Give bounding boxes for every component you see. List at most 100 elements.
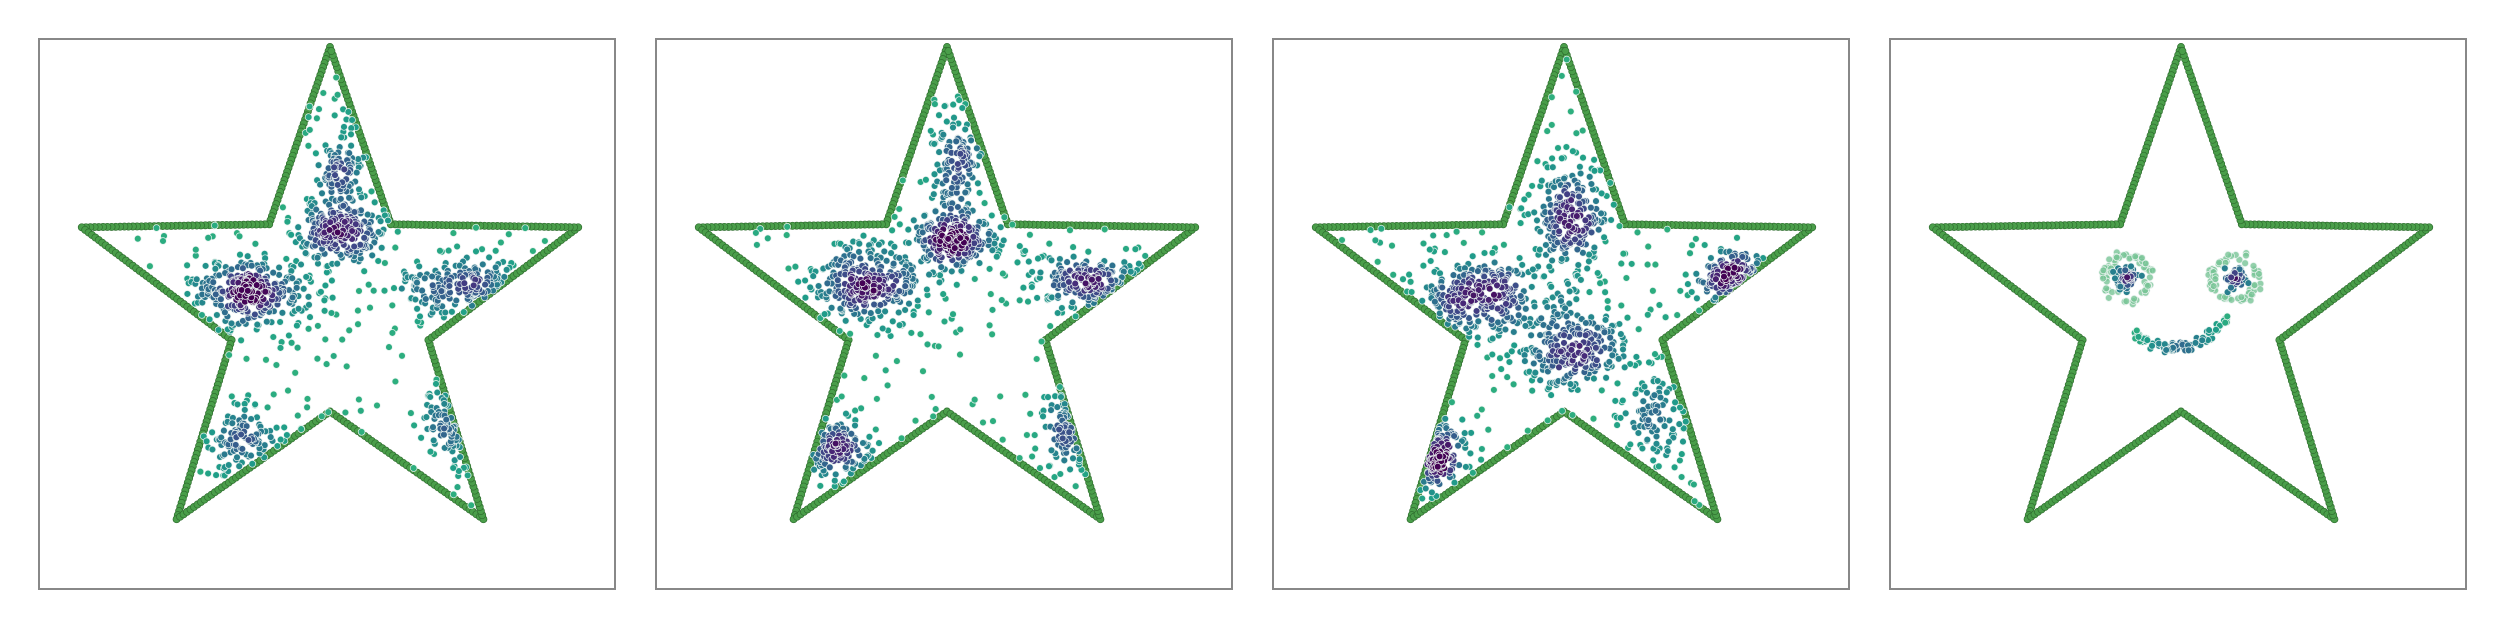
- scatter-point: [1522, 305, 1530, 313]
- scatter-point: [1047, 406, 1055, 414]
- scatter-point: [391, 243, 400, 252]
- scatter-point: [497, 238, 505, 247]
- scatter-point: [263, 403, 272, 412]
- scatter-point: [1033, 294, 1041, 302]
- scatter-point: [1678, 450, 1686, 458]
- scatter-point: [895, 205, 903, 213]
- scatter-point: [1560, 331, 1568, 339]
- scatter-point: [272, 361, 281, 369]
- scatter-point: [1564, 222, 1573, 230]
- scatter-point: [1619, 396, 1627, 405]
- scatter-point: [1484, 296, 1493, 304]
- scatter-point: [1581, 331, 1590, 339]
- scatter-point: [1069, 252, 1078, 261]
- scatter-point: [1633, 228, 1642, 237]
- scatter-point: [417, 434, 425, 442]
- scatter-point: [453, 242, 461, 251]
- scatter-point: [1493, 281, 1501, 290]
- scatter-point: [1497, 365, 1505, 373]
- scatter-point: [1622, 274, 1631, 282]
- scatter-point: [1631, 389, 1640, 398]
- scatter-point: [1639, 397, 1648, 405]
- scatter-point: [339, 202, 348, 210]
- scatter-point: [1643, 260, 1652, 269]
- scatter-point: [1627, 260, 1636, 268]
- scatter-point: [205, 315, 214, 324]
- scatter-point: [1472, 307, 1481, 315]
- scatter-point: [1490, 386, 1498, 394]
- scatter-point: [910, 216, 918, 225]
- scatter-point: [448, 308, 456, 316]
- scatter-point: [1521, 322, 1530, 330]
- scatter-point: [956, 325, 965, 334]
- scatter-point: [350, 242, 358, 251]
- scatter-point: [1585, 257, 1593, 266]
- scatter-point: [998, 435, 1007, 444]
- scatter-point: [794, 277, 802, 286]
- scatter-point: [985, 265, 994, 273]
- scatter-point: [1560, 339, 1568, 347]
- scatter-point: [320, 307, 329, 315]
- scatter-point: [242, 355, 251, 363]
- scatter-point: [1505, 203, 1514, 211]
- scatter-point: [1500, 241, 1508, 249]
- scatter-point: [929, 412, 937, 421]
- scatter-point: [363, 210, 372, 219]
- scatter-point: [872, 352, 880, 360]
- scatter-point: [328, 276, 336, 285]
- scatter-point: [836, 304, 845, 313]
- scatter-point: [1466, 449, 1475, 458]
- scatter-point: [1468, 252, 1477, 260]
- scatter-point: [1053, 403, 1062, 411]
- scatter-point: [297, 425, 305, 433]
- scatter-point: [837, 392, 846, 401]
- scatter-point: [1496, 354, 1504, 362]
- scatter-point: [1566, 380, 1575, 388]
- scatter-point: [1530, 272, 1539, 281]
- scatter-point: [1478, 445, 1486, 453]
- scatter-point: [325, 226, 334, 234]
- scatter-point: [1542, 241, 1550, 249]
- scatter-point: [1528, 386, 1536, 395]
- scatter-point: [969, 233, 978, 241]
- scatter-point: [1557, 297, 1565, 305]
- scatter-point: [930, 140, 938, 148]
- scatter-point: [330, 163, 338, 172]
- scatter-point: [1649, 287, 1657, 295]
- scatter-point: [1450, 432, 1458, 440]
- scatter-point: [954, 203, 962, 211]
- scatter-point: [1738, 253, 1747, 261]
- scatter-point: [1562, 143, 1571, 151]
- scatter-point: [1640, 382, 1649, 391]
- scatter-point: [345, 149, 353, 157]
- scatter-point: [345, 326, 353, 335]
- scatter-point: [943, 117, 951, 126]
- scatter-point: [1578, 126, 1587, 135]
- scatter-point: [313, 354, 322, 363]
- scatter-point: [320, 296, 329, 305]
- scatter-point: [1405, 270, 1413, 279]
- scatter-point: [287, 339, 296, 347]
- scatter-point: [896, 220, 904, 229]
- scatter-point: [1690, 497, 1699, 505]
- scatter-point: [422, 295, 430, 303]
- scatter-point: [1036, 464, 1044, 472]
- scatter-point: [1503, 373, 1511, 381]
- scatter-point: [1016, 242, 1024, 250]
- scatter-point: [1663, 388, 1671, 397]
- scatter-point: [931, 207, 940, 216]
- scatter-point: [294, 223, 302, 231]
- scatter-point: [1712, 275, 1720, 283]
- scatter-point: [1575, 192, 1583, 201]
- scatter-point: [441, 308, 450, 317]
- scatter-point: [880, 247, 889, 256]
- scatter-point: [442, 415, 451, 424]
- scatter-point: [949, 123, 957, 132]
- scatter-point: [1634, 325, 1643, 333]
- scatter-point: [1545, 262, 1554, 271]
- scatter-point: [1594, 225, 1603, 234]
- scatter-point: [961, 188, 970, 197]
- scatter-point: [1610, 200, 1618, 209]
- scatter-point: [1553, 310, 1562, 319]
- scatter-point: [1557, 347, 1565, 356]
